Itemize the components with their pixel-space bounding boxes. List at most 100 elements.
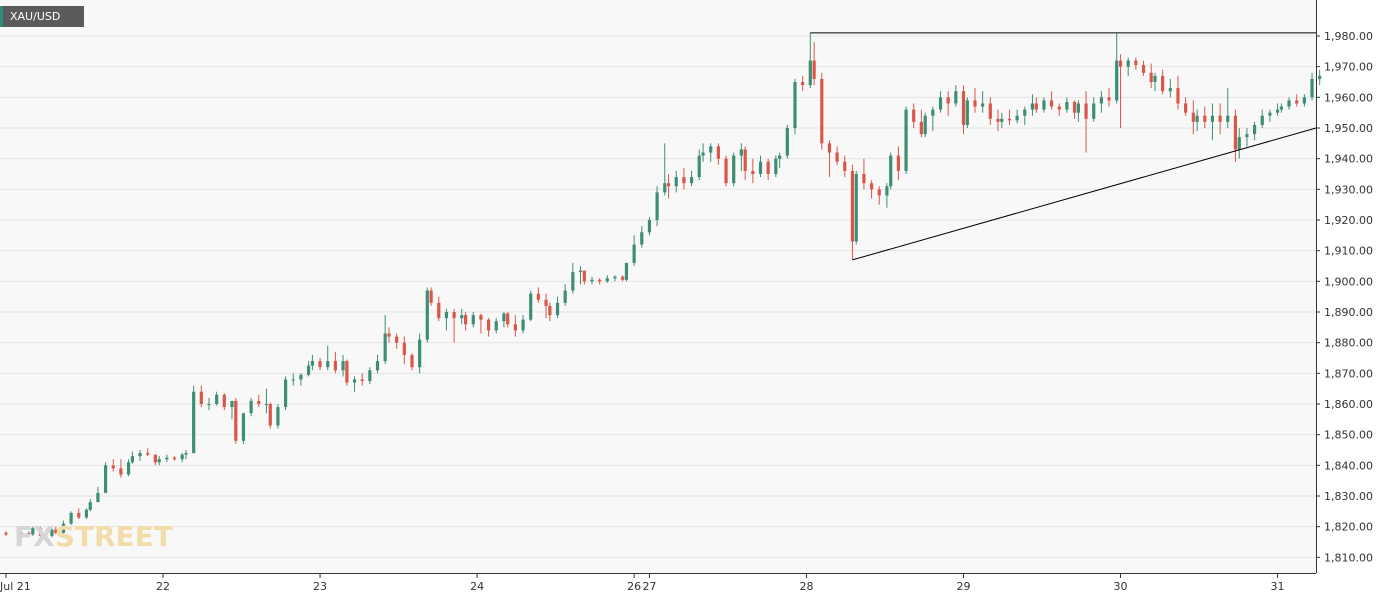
candle-up <box>655 192 659 221</box>
candle-up <box>613 276 617 279</box>
candle-up <box>578 270 583 273</box>
candle-up <box>180 454 184 460</box>
candle-down <box>506 313 510 325</box>
candle-up <box>697 155 701 178</box>
candle-up <box>126 462 131 475</box>
candle-down <box>1084 103 1088 119</box>
candle-up <box>1287 100 1291 107</box>
candle-down <box>912 109 916 122</box>
candle-up <box>19 532 23 535</box>
candle-down <box>919 121 923 135</box>
candle-up <box>1279 106 1283 110</box>
candle-up <box>1115 60 1119 101</box>
candle-down <box>1107 97 1111 101</box>
candle-down <box>766 161 770 175</box>
candle-up <box>923 115 927 135</box>
x-tick-label: 26 <box>627 580 641 593</box>
y-tick-label: 1,970.00 <box>1324 61 1373 74</box>
candle-down <box>751 170 755 175</box>
candle-up <box>50 529 54 536</box>
candle-down <box>716 146 720 159</box>
candle-down <box>146 453 150 455</box>
candle-down <box>827 143 832 153</box>
candle-up <box>938 97 943 110</box>
candle-up <box>31 528 35 535</box>
candle-down <box>464 315 468 325</box>
candle-up <box>1168 88 1172 92</box>
symbol-label: XAU/USD <box>10 10 61 23</box>
candle-down <box>199 391 203 405</box>
logo-fx: FX <box>14 520 55 553</box>
candle-up <box>521 319 525 331</box>
candle-up <box>310 361 314 366</box>
candle-down <box>54 529 58 533</box>
candle-down <box>743 149 747 171</box>
candle-down <box>801 82 805 86</box>
candle-down <box>1176 88 1180 104</box>
candle-down <box>345 361 349 383</box>
candle-down <box>486 319 491 331</box>
y-tick-label: 1,960.00 <box>1324 91 1373 104</box>
candle-down <box>1149 72 1153 83</box>
candle-up <box>808 60 812 86</box>
candle-down <box>437 302 441 319</box>
x-tick-label: 24 <box>470 580 484 593</box>
y-tick-label: 1,890.00 <box>1324 306 1373 319</box>
candle-up <box>965 100 969 125</box>
candle-up <box>529 293 533 320</box>
candle-down <box>843 161 847 171</box>
candle-up <box>326 361 330 368</box>
candle-down <box>1233 115 1238 150</box>
y-tick-label: 1,900.00 <box>1324 275 1373 288</box>
candle-up <box>368 370 372 382</box>
candle-up <box>276 407 280 426</box>
y-tick-label: 1,910.00 <box>1324 245 1373 258</box>
candle-down <box>513 324 517 331</box>
candle-down <box>1007 118 1012 121</box>
candle-down <box>1295 100 1299 104</box>
candle-up <box>192 391 196 454</box>
candle-down <box>724 158 728 184</box>
candle-up <box>299 374 303 380</box>
candle-down <box>869 183 874 190</box>
candle-up <box>341 361 345 371</box>
candle-up <box>1065 101 1069 110</box>
y-tick-label: 1,930.00 <box>1324 183 1373 196</box>
candle-down <box>1191 112 1195 122</box>
candle-up <box>471 315 475 325</box>
fxstreet-logo: FXSTREET <box>14 520 173 553</box>
y-tick-label: 1,810.00 <box>1324 551 1373 564</box>
candle-up <box>502 313 506 322</box>
candle-down <box>1218 115 1222 122</box>
candle-down <box>234 400 238 441</box>
candle-up <box>1195 115 1199 122</box>
candle-up <box>1318 75 1322 79</box>
candle-down <box>479 315 483 320</box>
candle-down <box>1203 115 1207 122</box>
candle-up <box>241 413 246 441</box>
candle-down <box>862 174 866 184</box>
candle-up <box>352 379 357 383</box>
y-tick-label: 1,860.00 <box>1324 398 1373 411</box>
x-tick-label: Jul 21 <box>0 580 31 593</box>
candle-down <box>222 394 226 408</box>
candle-down <box>1057 106 1061 110</box>
candle-up <box>555 302 560 316</box>
candle-up <box>854 174 858 242</box>
candle-down <box>1034 103 1038 110</box>
candle-up <box>590 279 594 282</box>
candle-up <box>1000 118 1004 122</box>
candle-up <box>904 109 908 171</box>
candle-down <box>38 528 43 536</box>
candle-down <box>961 91 966 125</box>
candle-up <box>1042 100 1046 110</box>
candle-up <box>785 128 789 156</box>
trendline <box>852 127 1317 261</box>
candle-up <box>1268 112 1272 116</box>
candle-down <box>850 170 855 242</box>
candle-up <box>1260 115 1264 125</box>
x-tick-label: 31 <box>1271 580 1285 593</box>
candle-up <box>954 91 958 104</box>
candle-up <box>444 312 449 319</box>
logo-street: STREET <box>54 520 173 553</box>
